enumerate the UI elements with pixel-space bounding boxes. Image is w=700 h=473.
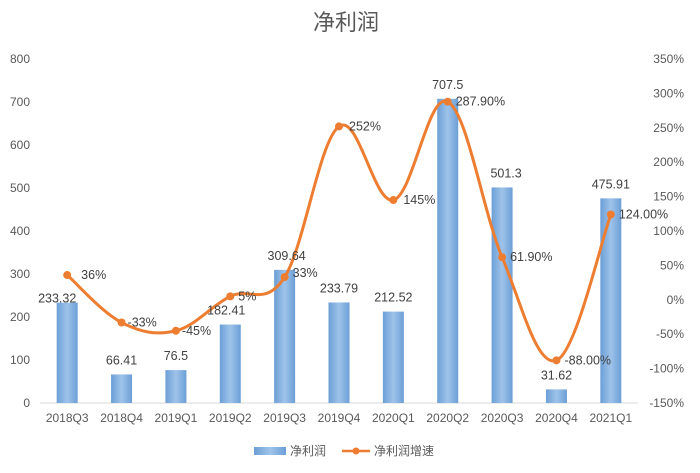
bar [382, 311, 404, 403]
line-point [171, 326, 180, 335]
right-tick-label: 200% [653, 155, 684, 169]
chart-title: 净利润 [313, 11, 379, 36]
line-point [389, 196, 398, 205]
bar-data-label: 66.41 [106, 353, 137, 367]
x-tick-label: 2018Q4 [100, 411, 143, 425]
line-data-label: -33% [128, 316, 157, 330]
bar-data-label: 233.32 [38, 292, 76, 306]
line-data-label: 5% [238, 289, 256, 303]
right-tick-label: 350% [653, 52, 684, 66]
line-series [63, 97, 615, 365]
x-tick-label: 2018Q3 [46, 411, 89, 425]
left-tick-label: 300 [10, 267, 30, 281]
line-data-label: -88.00% [564, 353, 611, 367]
x-tick-label: 2020Q4 [535, 411, 578, 425]
right-tick-label: 150% [653, 190, 684, 204]
x-tick-label: 2019Q1 [155, 411, 198, 425]
bar-data-label: 76.5 [164, 349, 188, 363]
line-point [63, 271, 72, 280]
left-tick-label: 200 [10, 310, 30, 324]
bar [111, 374, 133, 403]
line-data-label: 287.90% [456, 95, 505, 109]
bar [165, 370, 187, 403]
x-tick-label: 2021Q1 [589, 411, 632, 425]
bar [491, 187, 513, 403]
line-data-label: 124.00% [619, 207, 668, 221]
line-point [117, 318, 126, 327]
right-tick-label: -150% [649, 396, 684, 410]
line-point [280, 273, 289, 282]
bar [545, 389, 567, 403]
left-tick-label: 400 [10, 224, 30, 238]
right-tick-label: 250% [653, 121, 684, 135]
right-axis: -150% -100% -50% 0% 50% 100% 150% 200% 250% 300% 3… [649, 52, 684, 410]
x-tick-label: 2019Q4 [318, 411, 361, 425]
right-tick-label: 50% [660, 258, 684, 272]
bar [219, 324, 241, 403]
bar-data-label: 475.91 [592, 177, 630, 191]
bar-data-label: 233.79 [320, 281, 358, 295]
bar-data-label: 707.5 [432, 78, 463, 92]
bar-data-label: 182.41 [207, 304, 245, 318]
left-tick-label: 100 [10, 353, 30, 367]
line-data-label: 36% [81, 268, 106, 282]
right-tick-label: 0% [667, 293, 685, 307]
bar [274, 269, 296, 403]
line-data-labels: 36% -33% -45% 5% 33% 252% 145% 287.90% 61.90% -88… [81, 95, 668, 368]
line-data-label: 252% [349, 119, 381, 133]
bar-data-label: 309.64 [268, 249, 306, 263]
line-data-label: 33% [293, 266, 318, 280]
bar [437, 98, 459, 404]
bar [56, 302, 78, 403]
right-tick-label: -100% [649, 362, 684, 376]
right-tick-label: 100% [653, 224, 684, 238]
bar-data-label: 212.52 [374, 291, 412, 305]
left-tick-label: 700 [10, 95, 30, 109]
bar [600, 198, 622, 403]
line-point [498, 253, 507, 262]
right-tick-label: -50% [656, 327, 684, 341]
left-tick-label: 600 [10, 138, 30, 152]
x-tick-label: 2019Q2 [209, 411, 252, 425]
legend: 净利润 净利润增速 [254, 444, 434, 458]
x-axis: 2018Q3 2018Q4 2019Q1 2019Q2 2019Q3 2019Q4 2020… [46, 411, 633, 425]
line-data-label: -45% [182, 324, 211, 338]
x-tick-label: 2020Q1 [372, 411, 415, 425]
bar-series [56, 98, 622, 404]
line-point [226, 292, 235, 301]
x-tick-label: 2019Q3 [263, 411, 306, 425]
left-tick-label: 800 [10, 52, 30, 66]
right-tick-label: 300% [653, 86, 684, 100]
left-axis: 0 100 200 300 400 500 600 700 800 [10, 52, 30, 410]
legend-line-marker [352, 447, 360, 455]
legend-line-label: 净利润增速 [374, 444, 434, 458]
left-tick-label: 500 [10, 181, 30, 195]
line-point [606, 210, 615, 219]
line-point [335, 122, 343, 131]
x-tick-label: 2020Q3 [481, 411, 524, 425]
bar [328, 302, 350, 403]
legend-bar-label: 净利润 [290, 444, 326, 458]
line-point [552, 356, 561, 365]
left-tick-label: 0 [23, 396, 30, 410]
line-data-label: 61.90% [510, 250, 552, 264]
bar-data-label: 31.62 [541, 368, 572, 382]
bar-data-label: 501.3 [490, 166, 521, 180]
line-point [443, 97, 452, 106]
x-tick-label: 2020Q2 [426, 411, 469, 425]
legend-bar-swatch [254, 447, 286, 455]
line-data-label: 145% [403, 193, 435, 207]
bar-data-labels: 233.32 66.41 76.5 182.41 309.64 233.79 212.52 7… [38, 78, 630, 383]
